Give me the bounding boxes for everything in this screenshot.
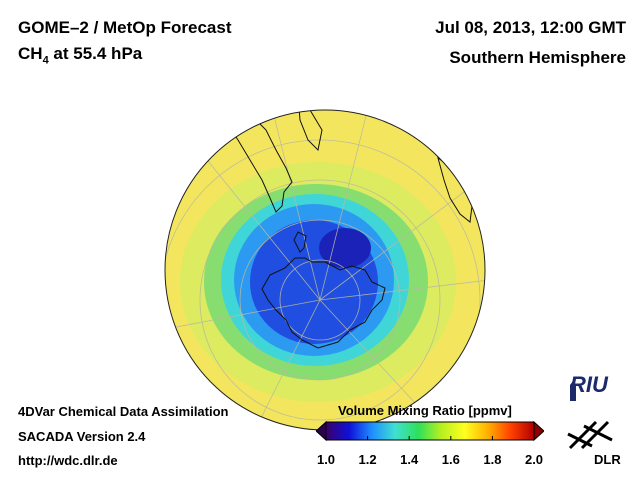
riu-mark-icon: [570, 381, 576, 401]
riu-logo: RIU: [570, 372, 608, 397]
colorbar-title: Volume Mixing Ratio [ppmv]: [338, 403, 512, 418]
species-name: CH: [18, 44, 43, 63]
hemisphere-label: Southern Hemisphere: [449, 48, 626, 67]
colorbar-tick-label: 1.2: [358, 452, 377, 467]
dlr-logo-text: DLR: [594, 452, 621, 467]
colorbar-low-arrow: [316, 420, 327, 442]
assimilation-label: 4DVar Chemical Data Assimilation: [18, 404, 229, 419]
map-subtitle: CH4 at 55.4 hPa: [18, 44, 142, 66]
colorbar-tick-label: 1.4: [400, 452, 419, 467]
colorbar: [316, 420, 544, 442]
map-title: GOME–2 / MetOp Forecast: [18, 18, 232, 37]
version-label: SACADA Version 2.4: [18, 429, 146, 444]
colorbar-tick-label: 1.8: [483, 452, 502, 467]
dlr-logo-icon: [567, 420, 613, 450]
species-subscript: 4: [42, 54, 49, 67]
pressure-level: at 55.4 hPa: [48, 44, 143, 63]
colorbar-tick-label: 1.6: [441, 452, 460, 467]
colorbar-ramp: [325, 421, 535, 441]
website-link[interactable]: http://wdc.dlr.de: [18, 453, 118, 468]
colorbar-high-arrow: [533, 420, 544, 442]
colorbar-tick-label: 1.0: [316, 452, 336, 467]
colorbar-tick-label: 2.0: [524, 452, 544, 467]
forecast-date: Jul 08, 2013, 12:00 GMT: [435, 18, 626, 37]
vortex-core: [319, 228, 371, 268]
